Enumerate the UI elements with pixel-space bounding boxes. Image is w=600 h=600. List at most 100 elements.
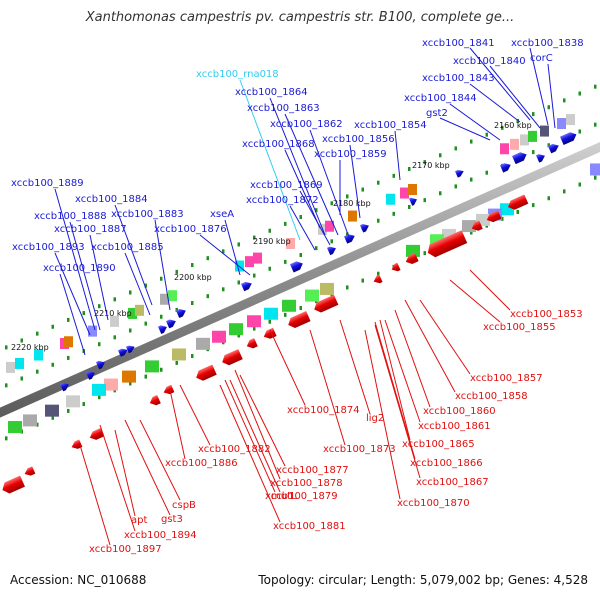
- leader-line: [179, 384, 211, 446]
- reverse-gene-arrow: [149, 395, 161, 406]
- scale-tick: [315, 208, 318, 213]
- leader-line: [269, 329, 306, 406]
- scale-tick: [408, 204, 411, 209]
- leader-line: [224, 219, 241, 276]
- cog-block: [110, 315, 119, 327]
- gene-label: xccb100_1841: [422, 38, 495, 49]
- scale-label: 2160 kbp: [494, 121, 532, 130]
- leader-line: [234, 369, 281, 480]
- scale-tick: [98, 395, 101, 400]
- gene-label: xccb100_rna018: [196, 69, 279, 80]
- scale-tick: [206, 294, 209, 299]
- scale-tick: [222, 287, 225, 292]
- leader-line: [449, 279, 501, 323]
- leader-line: [309, 129, 351, 241]
- scale-tick: [516, 118, 519, 123]
- scale-tick: [377, 180, 380, 185]
- cog-block: [520, 134, 529, 146]
- forward-gene-arrow: [409, 197, 418, 206]
- scale-tick: [284, 312, 287, 317]
- reverse-gene-arrow: [391, 262, 401, 272]
- leader-line: [239, 79, 301, 241]
- scale-tick: [253, 235, 256, 240]
- leader-line: [469, 83, 521, 123]
- leader-line: [284, 149, 321, 229]
- cog-block: [34, 349, 43, 361]
- leader-line: [384, 319, 421, 423]
- scale-tick: [439, 191, 442, 196]
- cog-block: [64, 336, 73, 348]
- scale-tick: [20, 338, 23, 343]
- cog-block: [528, 130, 537, 142]
- scale-labels: 2160 kbp 2170 kbp 2180 kbp 2190 kbp 2200…: [11, 121, 532, 352]
- reverse-gene-arrow: [471, 220, 483, 231]
- cog-block: [348, 210, 357, 222]
- scale-tick: [377, 218, 380, 223]
- scale-tick: [439, 153, 442, 158]
- forward-gene-arrow: [560, 132, 577, 145]
- scale-tick: [454, 146, 457, 151]
- scale-tick: [532, 112, 535, 117]
- leader-line: [114, 429, 136, 517]
- reverse-gene-arrow: [2, 475, 25, 494]
- scale-tick: [191, 301, 194, 306]
- leader-line: [489, 65, 541, 129]
- scale-tick: [144, 321, 147, 326]
- gene-label: mutL: [271, 491, 297, 502]
- cog-block: [6, 361, 15, 373]
- accession-text: Accession: NC_010688: [10, 573, 147, 587]
- gene-label: xccb100_1890: [43, 263, 116, 274]
- leader-line: [124, 419, 171, 516]
- gene-label: xccb100_1886: [165, 458, 238, 469]
- scale-tick: [144, 283, 147, 288]
- scale-tick: [532, 203, 535, 208]
- scale-tick: [51, 362, 54, 367]
- scale-tick: [547, 143, 550, 148]
- reverse-gene-arrow: [288, 311, 311, 329]
- leader-line: [284, 113, 339, 236]
- cog-block: [45, 404, 59, 417]
- reverse-gene-labels: xccb100_1853 xccb100_1855 xccb100_1857 x…: [89, 309, 583, 555]
- scale-tick: [129, 328, 132, 333]
- gene-label: xccb100_1878: [270, 478, 343, 489]
- gene-label: xccb100_1862: [270, 119, 343, 130]
- gene-label: xccb100_1864: [235, 87, 308, 98]
- scale-tick: [175, 360, 178, 365]
- reverse-gene-arrow: [24, 466, 36, 476]
- scale-tick: [5, 345, 8, 350]
- gene-label: xccb100_1874: [287, 405, 360, 416]
- cog-block: [400, 187, 409, 199]
- scale-label: 2210 kbp: [94, 309, 132, 318]
- scale-tick: [20, 376, 23, 381]
- forward-gene-arrow: [360, 224, 369, 233]
- forward-gene-arrow: [60, 382, 69, 392]
- forward-gene-arrow: [86, 371, 95, 380]
- scale-tick: [253, 273, 256, 278]
- gene-label: xccb100_1872: [246, 195, 319, 206]
- leader-line: [309, 329, 346, 446]
- gene-label: lig2: [366, 413, 384, 424]
- cog-block: [229, 323, 243, 336]
- genome-summary-text: Topology: circular; Length: 5,079,002 bp…: [258, 573, 588, 587]
- reverse-gene-arrow: [246, 338, 258, 349]
- scale-tick: [501, 216, 504, 221]
- reverse-gene-arrow: [427, 230, 468, 258]
- reverse-gene-arrow: [405, 252, 419, 264]
- gene-label: gst3: [161, 514, 183, 525]
- gene-label: xccb100_1861: [418, 421, 491, 432]
- scale-tick: [113, 297, 116, 302]
- scale-tick: [377, 271, 380, 276]
- gene-label: xccb100_1879: [265, 491, 338, 502]
- gene-label: xccb100_1893: [12, 242, 85, 253]
- leader-line: [339, 319, 371, 415]
- leader-line: [469, 47, 531, 121]
- leader-line: [169, 389, 186, 460]
- gene-label: xccb100_1882: [198, 444, 271, 455]
- scale-tick: [315, 246, 318, 251]
- cog-block: [122, 370, 136, 383]
- gene-label: xccb100_1857: [470, 373, 543, 384]
- cog-block: [282, 299, 296, 312]
- scale-tick: [563, 189, 566, 194]
- cog-block: [540, 125, 549, 137]
- gene-label: xccb100_1866: [410, 458, 483, 469]
